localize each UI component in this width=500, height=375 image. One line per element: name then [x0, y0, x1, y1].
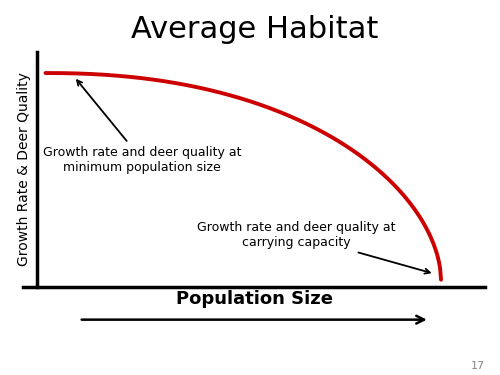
Text: 17: 17	[471, 361, 485, 371]
Text: Growth rate and deer quality at
minimum population size: Growth rate and deer quality at minimum …	[43, 80, 242, 174]
Text: Growth rate and deer quality at
carrying capacity: Growth rate and deer quality at carrying…	[196, 221, 430, 274]
Y-axis label: Growth Rate & Deer Quality: Growth Rate & Deer Quality	[17, 72, 31, 266]
X-axis label: Population Size: Population Size	[176, 290, 332, 308]
Title: Average Habitat: Average Habitat	[130, 15, 378, 44]
